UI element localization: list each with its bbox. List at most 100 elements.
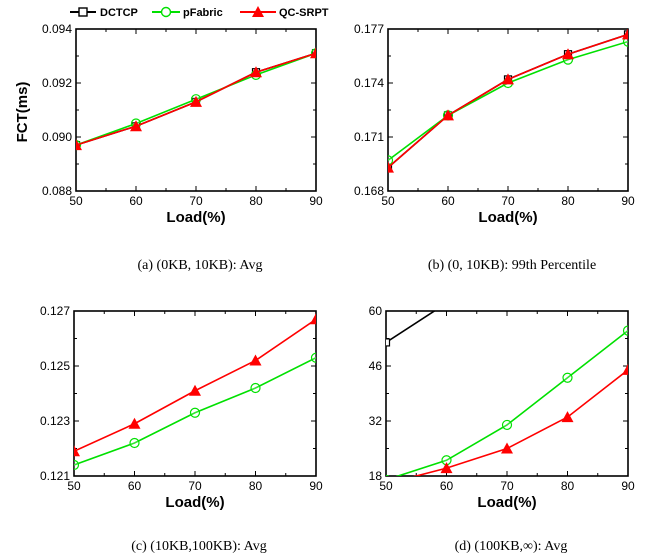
x-tick-label: 90 xyxy=(309,194,323,208)
x-tick-label: 80 xyxy=(561,194,575,208)
circle-marker-icon xyxy=(160,6,172,18)
data-point-pfabric xyxy=(129,437,140,449)
data-point-pfabric xyxy=(622,325,628,336)
data-point-pfabric xyxy=(189,407,201,418)
data-point-qc-srpt xyxy=(190,95,202,107)
data-point-qc-srpt xyxy=(189,384,201,396)
x-axis-label: Load(%) xyxy=(477,494,536,511)
legend-item-qc-srpt: QC-SRPT xyxy=(240,6,329,19)
y-tick-label: 0.121 xyxy=(40,469,70,483)
chart-panel-3: 50 60 70 80 90 0.121 0.123 0.125 0.127 Load(%) (c)… xyxy=(40,304,323,554)
series-line-dctcp xyxy=(386,311,436,344)
x-axis-label: Load(%) xyxy=(165,494,224,511)
y-tick-label: 0.177 xyxy=(354,22,384,36)
data-point-qc-srpt xyxy=(501,442,513,454)
x-tick-label: 60 xyxy=(129,194,143,208)
legend-label-dctcp: DCTCP xyxy=(100,7,138,19)
x-tick-label: 80 xyxy=(249,194,263,208)
data-point-qc-srpt xyxy=(622,29,628,40)
y-axis-label: FCT(ms) xyxy=(14,82,31,143)
x-tick-label: 70 xyxy=(501,194,515,208)
series-line-pfabric xyxy=(388,40,628,162)
y-tick-label: 0.127 xyxy=(40,304,70,318)
legend-item-pfabric: pFabric xyxy=(152,6,223,19)
x-tick-label: 80 xyxy=(561,479,575,493)
data-point-qc-srpt xyxy=(388,161,394,173)
data-point-qc-srpt xyxy=(502,73,514,85)
data-point-qc-srpt xyxy=(562,48,574,60)
plot-frame xyxy=(75,28,317,192)
x-tick-label: 90 xyxy=(309,479,323,493)
data-point-qc-srpt xyxy=(310,47,316,59)
data-point-qc-srpt xyxy=(128,417,141,429)
y-tick-label: 0.174 xyxy=(354,76,384,90)
data-point-qc-srpt xyxy=(130,120,142,132)
y-tick-label: 0.123 xyxy=(40,414,70,428)
x-tick-label: 60 xyxy=(441,194,455,208)
y-tick-label: 32 xyxy=(369,414,383,428)
data-point-pfabric xyxy=(388,155,394,166)
x-axis-label: Load(%) xyxy=(478,209,537,226)
chart-panel-2: 50 60 70 80 90 0.168 0.171 0.174 0.177 Load(%) (b)… xyxy=(354,22,635,273)
x-tick-label: 60 xyxy=(128,479,142,493)
data-point-pfabric xyxy=(74,459,80,471)
x-tick-label: 70 xyxy=(500,479,514,493)
chart-caption: (a) (0KB, 10KB): Avg xyxy=(138,258,263,273)
y-tick-label: 60 xyxy=(369,304,383,318)
series-group xyxy=(76,47,316,151)
x-tick-label: 80 xyxy=(249,479,263,493)
legend-label-pfabric: pFabric xyxy=(183,7,223,19)
chart-caption: (d) (100KB,∞): Avg xyxy=(455,539,568,554)
y-tick-label: 0.168 xyxy=(354,184,384,198)
data-point-qc-srpt xyxy=(440,462,453,474)
series-line-dctcp xyxy=(388,33,628,169)
data-point-pfabric xyxy=(386,474,390,476)
y-tick-label: 0.092 xyxy=(42,76,72,90)
data-point-pfabric xyxy=(501,419,513,431)
x-axis-label: Load(%) xyxy=(166,209,225,226)
series-line-pfabric xyxy=(395,330,628,476)
chart-panel-1: 50 60 70 80 90 0.088 0.090 0.092 0.094 Load(%) (a)… xyxy=(42,22,323,273)
data-point-pfabric xyxy=(562,372,573,383)
series-group xyxy=(386,300,628,476)
square-marker-icon xyxy=(78,7,88,17)
x-tick-label: 50 xyxy=(381,194,395,208)
plot-frame xyxy=(387,28,629,192)
series-group xyxy=(74,313,316,471)
data-point-qc-srpt xyxy=(622,363,628,375)
legend: DCTCP pFabric QC-SRPT xyxy=(70,6,329,19)
series-group xyxy=(388,29,628,173)
y-tick-label: 0.088 xyxy=(42,184,72,198)
x-tick-label: 90 xyxy=(621,194,635,208)
x-tick-label: 50 xyxy=(379,479,393,493)
chart-caption: (c) (10KB,100KB): Avg xyxy=(131,539,266,554)
data-point-qc-srpt xyxy=(250,66,262,78)
series-line-qc-srpt xyxy=(388,33,628,169)
data-point-qc-srpt xyxy=(442,109,454,121)
y-tick-label: 46 xyxy=(369,359,383,373)
data-point-dctcp xyxy=(443,300,450,307)
y-tick-label: 0.090 xyxy=(42,130,72,144)
data-point-qc-srpt xyxy=(310,313,316,325)
data-point-qc-srpt xyxy=(76,139,82,151)
x-tick-label: 50 xyxy=(67,479,81,493)
x-tick-label: 60 xyxy=(440,479,454,493)
y-tick-label: 18 xyxy=(369,469,383,483)
legend-label-qc-srpt: QC-SRPT xyxy=(279,7,329,19)
chart-panel-4: 50 60 70 80 90 18 32 46 60 Load(%) (d) (100KB,∞): … xyxy=(369,300,635,554)
data-point-dctcp xyxy=(386,338,391,347)
chart-caption: (b) (0, 10KB): 99th Percentile xyxy=(428,258,596,273)
data-point-qc-srpt xyxy=(561,411,574,423)
data-point-qc-srpt xyxy=(249,354,262,366)
x-tick-label: 70 xyxy=(188,479,202,493)
series-line-pfabric xyxy=(74,357,316,466)
data-point-qc-srpt xyxy=(74,445,80,457)
data-point-pfabric xyxy=(250,382,261,394)
x-tick-label: 70 xyxy=(189,194,203,208)
y-tick-label: 0.125 xyxy=(40,359,70,373)
triangle-marker-icon xyxy=(252,6,264,17)
legend-item-dctcp: DCTCP xyxy=(70,7,138,19)
x-tick-label: 90 xyxy=(621,479,635,493)
data-point-pfabric xyxy=(310,352,316,363)
